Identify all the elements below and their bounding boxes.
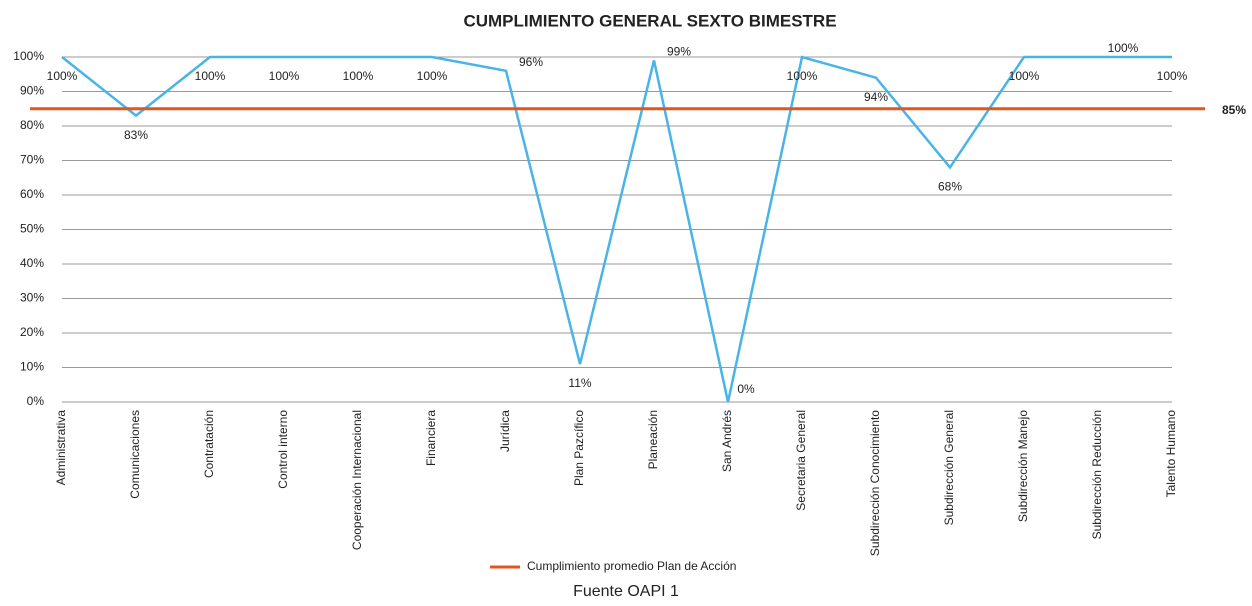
value-label: 100% bbox=[1108, 41, 1139, 55]
value-label: 100% bbox=[417, 69, 448, 83]
x-tick-label: Jurídica bbox=[498, 410, 512, 452]
value-label: 0% bbox=[737, 382, 755, 396]
x-tick-label: Subdirección Manejo bbox=[1016, 410, 1030, 522]
caption: Fuente OAPI 1 bbox=[573, 583, 679, 600]
value-label: 100% bbox=[47, 69, 78, 83]
y-tick-label: 90% bbox=[20, 84, 44, 98]
x-tick-label: Administrativa bbox=[54, 410, 68, 486]
value-label: 99% bbox=[667, 45, 691, 59]
x-tick-label: Contratación bbox=[202, 410, 216, 478]
y-tick-label: 100% bbox=[13, 49, 44, 63]
y-tick-label: 10% bbox=[20, 360, 44, 374]
value-label: 100% bbox=[269, 69, 300, 83]
y-tick-label: 40% bbox=[20, 256, 44, 270]
y-tick-label: 20% bbox=[20, 325, 44, 339]
value-label: 100% bbox=[343, 69, 374, 83]
x-tick-label: Talento Humano bbox=[1164, 410, 1178, 498]
x-tick-label: San Andrés bbox=[720, 410, 734, 472]
value-label: 11% bbox=[568, 376, 591, 390]
x-tick-label: Subdirección Conocimiento bbox=[868, 410, 882, 556]
value-label: 83% bbox=[124, 128, 148, 142]
y-tick-label: 0% bbox=[27, 394, 45, 408]
chart-title: CUMPLIMIENTO GENERAL SEXTO BIMESTRE bbox=[463, 11, 836, 30]
data-line bbox=[61, 55, 1172, 403]
value-label: 100% bbox=[1157, 69, 1188, 83]
x-tick-label: Secretaria General bbox=[794, 410, 808, 511]
x-tick-label: Planeación bbox=[646, 410, 660, 469]
value-label: 100% bbox=[1009, 69, 1040, 83]
x-tick-label: Plan Pazcífico bbox=[572, 410, 586, 486]
value-label: 94% bbox=[864, 90, 888, 104]
y-tick-label: 80% bbox=[20, 118, 44, 132]
y-tick-label: 60% bbox=[20, 187, 44, 201]
value-label: 96% bbox=[519, 55, 543, 69]
value-label: 68% bbox=[938, 180, 962, 194]
y-tick-label: 70% bbox=[20, 153, 44, 167]
x-tick-label: Subdirección General bbox=[942, 410, 956, 525]
x-tick-label: Financiera bbox=[424, 410, 438, 466]
x-tick-label: Comunicaciones bbox=[128, 410, 142, 499]
x-tick-label: Cooperación Internacional bbox=[350, 410, 364, 550]
x-tick-label: Subdirección Reducción bbox=[1090, 410, 1104, 539]
reference-label: 85% bbox=[1222, 103, 1246, 117]
legend-label: Cumplimiento promedio Plan de Acción bbox=[527, 559, 736, 573]
value-label: 100% bbox=[787, 69, 818, 83]
y-tick-label: 50% bbox=[20, 222, 44, 236]
y-tick-label: 30% bbox=[20, 291, 44, 305]
x-tick-label: Control interno bbox=[276, 410, 290, 489]
value-label: 100% bbox=[195, 69, 226, 83]
